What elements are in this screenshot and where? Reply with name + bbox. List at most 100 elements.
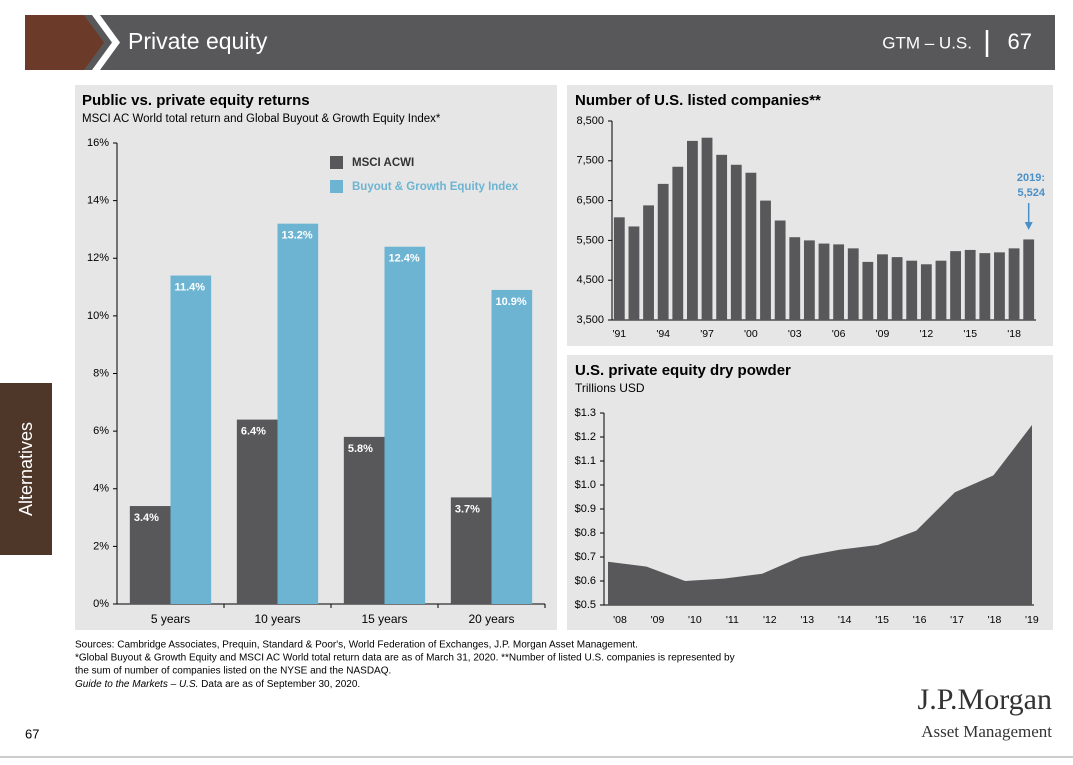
- y-tick-label: 12%: [87, 252, 109, 264]
- header-chevron-edge: [92, 15, 120, 70]
- bar: [1008, 248, 1020, 320]
- y-tick-label: 6,500: [576, 195, 604, 207]
- note-italic: Guide to the Markets – U.S.: [75, 679, 198, 690]
- bar: [774, 220, 786, 320]
- x-tick-label: '00: [744, 328, 758, 340]
- note-rest: Data are as of September 30, 2020.: [198, 679, 360, 690]
- y-tick-label: 7,500: [576, 155, 604, 167]
- bar: [760, 200, 771, 320]
- y-tick-label: $0.7: [575, 551, 596, 563]
- page-number: 67: [25, 726, 39, 741]
- value-label: 6.4%: [241, 426, 266, 438]
- y-tick-label: 0%: [93, 598, 109, 610]
- y-tick-label: 3,500: [576, 314, 604, 326]
- bar: [628, 226, 640, 320]
- bar: [701, 137, 713, 320]
- value-label: 10.9%: [496, 296, 527, 308]
- x-tick-label: '94: [656, 328, 670, 340]
- bar: [818, 243, 830, 320]
- legend-label: Buyout & Growth Equity Index: [352, 181, 519, 193]
- x-tick-label: 20 years: [468, 612, 514, 626]
- value-label: 3.7%: [455, 503, 480, 515]
- logo: J.P.Morgan: [918, 683, 1052, 716]
- bar: [236, 419, 278, 604]
- x-tick-label: '97: [700, 328, 714, 340]
- bar: [994, 252, 1005, 320]
- header-title: Private equity: [128, 28, 268, 54]
- area: [608, 425, 1032, 605]
- bar: [833, 244, 845, 320]
- value-label: 13.2%: [282, 230, 313, 242]
- bar: [384, 246, 426, 604]
- bar: [643, 205, 654, 320]
- x-tick-label: '15: [875, 614, 889, 626]
- x-tick-label: '12: [920, 328, 934, 340]
- y-tick-label: $0.9: [575, 503, 596, 515]
- legend-swatch: [330, 180, 343, 193]
- bar: [491, 289, 533, 604]
- bar: [745, 172, 757, 320]
- x-tick-label: '18: [988, 614, 1002, 626]
- bar: [657, 183, 669, 320]
- x-tick-label: '13: [800, 614, 814, 626]
- y-tick-label: $0.6: [575, 575, 596, 587]
- bar: [979, 253, 991, 320]
- x-tick-label: '19: [1025, 614, 1039, 626]
- bar: [847, 248, 859, 320]
- y-tick-label: 6%: [93, 425, 109, 437]
- bar: [789, 237, 801, 320]
- bar: [920, 264, 932, 320]
- y-tick-label: 8%: [93, 367, 109, 379]
- bar: [277, 223, 319, 605]
- value-label: 11.4%: [175, 281, 206, 293]
- logo-sub: Asset Management: [921, 722, 1052, 741]
- bar: [730, 164, 742, 320]
- note: the sum of number of companies listed on…: [75, 666, 391, 677]
- x-tick-label: '10: [688, 614, 702, 626]
- chart-subtitle: MSCI AC World total return and Global Bu…: [82, 113, 441, 125]
- legend-label: MSCI ACWI: [352, 157, 414, 169]
- x-tick-label: '09: [876, 328, 890, 340]
- x-tick-label: '14: [838, 614, 852, 626]
- header-chevron: [25, 15, 104, 70]
- x-tick-label: '91: [612, 328, 626, 340]
- x-tick-label: 15 years: [361, 612, 407, 626]
- chart-title: U.S. private equity dry powder: [575, 362, 791, 379]
- y-tick-label: $0.5: [575, 599, 596, 611]
- y-tick-label: $0.8: [575, 527, 596, 539]
- y-tick-label: $1.2: [575, 431, 596, 443]
- header-page: 67: [1008, 29, 1032, 54]
- bar: [450, 497, 492, 604]
- side-tab-label: Alternatives: [16, 422, 36, 516]
- bar: [1023, 239, 1035, 320]
- y-tick-label: 5,500: [576, 234, 604, 246]
- bar: [906, 260, 918, 320]
- bar: [950, 251, 961, 320]
- annotation: 2019:: [1017, 172, 1045, 184]
- header-section: GTM – U.S.: [882, 33, 972, 52]
- bar: [964, 249, 976, 320]
- y-tick-label: 4,500: [576, 274, 604, 286]
- y-tick-label: 10%: [87, 310, 109, 322]
- x-tick-label: '18: [1007, 328, 1021, 340]
- header-bar: [25, 15, 1055, 70]
- bar: [803, 240, 815, 320]
- y-tick-label: 2%: [93, 540, 109, 552]
- bar: [672, 166, 684, 320]
- note: Guide to the Markets – U.S. Data are as …: [75, 679, 360, 690]
- y-tick-label: $1.0: [575, 479, 596, 491]
- x-tick-label: '11: [726, 614, 739, 626]
- bar: [891, 257, 903, 320]
- chart-subtitle: Trillions USD: [575, 381, 645, 395]
- x-tick-label: 5 years: [151, 612, 190, 626]
- x-tick-label: '15: [963, 328, 977, 340]
- x-tick-label: '17: [950, 614, 964, 626]
- bar: [170, 275, 212, 604]
- y-tick-label: $1.3: [575, 407, 596, 419]
- value-label: 12.4%: [389, 253, 420, 265]
- note: *Global Buyout & Growth Equity and MSCI …: [75, 653, 735, 664]
- x-tick-label: '08: [613, 614, 627, 626]
- x-tick-label: '09: [651, 614, 665, 626]
- x-tick-label: '12: [763, 614, 777, 626]
